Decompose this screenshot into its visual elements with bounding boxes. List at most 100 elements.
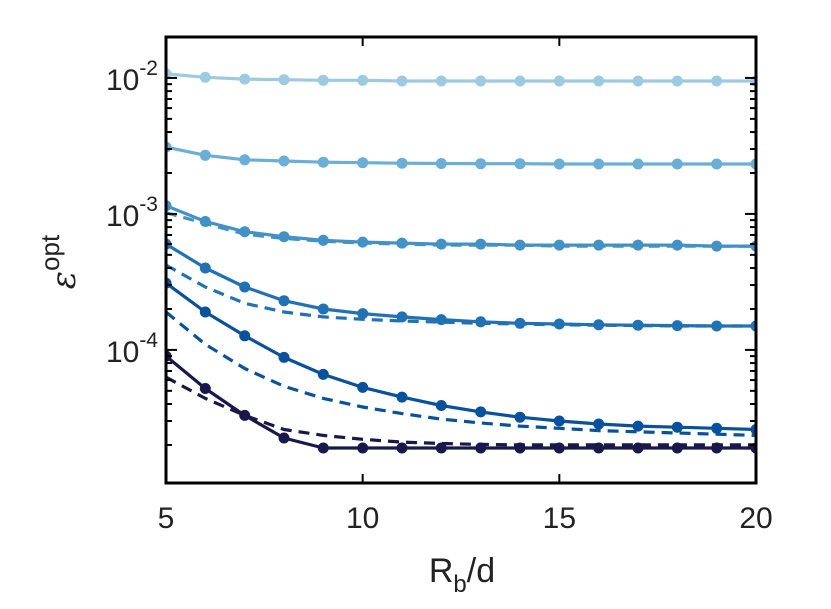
data-point	[396, 391, 408, 403]
y-tick-base: 10	[106, 336, 139, 369]
data-point	[396, 75, 408, 87]
y-tick-label: 10-3	[106, 193, 158, 233]
data-point	[396, 311, 408, 323]
data-point	[199, 306, 211, 318]
series-line-0	[166, 72, 756, 83]
data-point	[199, 262, 211, 274]
data-point	[711, 320, 723, 332]
data-point	[239, 330, 251, 342]
y-tick-exponent: -2	[139, 57, 158, 80]
data-point	[671, 421, 683, 433]
data-point	[514, 158, 526, 170]
data-point	[475, 158, 487, 170]
data-point	[711, 240, 723, 252]
y-tick-base: 10	[106, 64, 139, 97]
data-point	[632, 158, 644, 170]
data-point	[435, 75, 447, 87]
data-point	[317, 156, 329, 168]
data-point	[317, 74, 329, 86]
data-point	[396, 157, 408, 169]
data-point	[239, 73, 251, 85]
data-point	[475, 238, 487, 250]
data-point	[514, 239, 526, 251]
series-line-2	[166, 211, 756, 248]
data-point	[317, 303, 329, 315]
data-point	[553, 239, 565, 251]
y-tick-exponent: -4	[139, 329, 158, 352]
x-tick-label: 5	[158, 502, 175, 535]
data-point	[711, 158, 723, 170]
data-point	[357, 74, 369, 86]
data-point	[435, 238, 447, 250]
data-point	[199, 149, 211, 161]
y-tick-exponent: -3	[139, 193, 158, 216]
data-point	[632, 75, 644, 87]
data-point	[553, 158, 565, 170]
data-point	[396, 237, 408, 249]
data-point	[553, 442, 565, 454]
data-point	[239, 154, 251, 166]
y-tick-base: 10	[106, 200, 139, 233]
data-point	[199, 383, 211, 394]
series-line-5	[166, 242, 756, 328]
x-axis-label-subscript: b	[453, 571, 466, 598]
data-point	[278, 155, 290, 167]
data-point	[278, 74, 290, 86]
data-point	[475, 75, 487, 87]
data-point	[593, 319, 605, 331]
x-axis-label-rest: /d	[467, 552, 495, 590]
data-point	[593, 158, 605, 170]
data-point	[475, 406, 487, 418]
data-point	[553, 318, 565, 330]
data-point	[278, 351, 290, 363]
data-point	[514, 317, 526, 329]
data-point	[435, 314, 447, 326]
series-line-1	[166, 145, 756, 166]
data-point	[278, 432, 290, 444]
data-point	[632, 239, 644, 251]
data-point	[711, 442, 723, 454]
data-point	[475, 442, 487, 454]
data-point	[671, 75, 683, 87]
series-line-8	[166, 375, 756, 447]
series-line-3	[166, 204, 756, 248]
data-point	[671, 239, 683, 251]
data-point	[317, 442, 329, 454]
data-point	[514, 75, 526, 87]
data-point	[239, 281, 251, 293]
data-point	[514, 442, 526, 454]
data-point	[435, 400, 447, 411]
data-point	[671, 442, 683, 454]
data-point	[357, 236, 369, 248]
data-point	[632, 420, 644, 432]
data-point	[357, 381, 369, 393]
data-point	[199, 216, 211, 227]
y-axis-label-superscript: opt	[35, 234, 65, 271]
data-point	[593, 239, 605, 251]
x-axis-label: Rb/d	[429, 552, 495, 598]
data-point	[239, 226, 251, 238]
data-point	[435, 442, 447, 454]
data-point	[317, 368, 329, 380]
y-axis-label: εopt	[35, 234, 84, 289]
data-point	[553, 75, 565, 87]
series-line-9	[166, 354, 756, 450]
data-point	[553, 415, 565, 427]
data-point	[435, 158, 447, 169]
data-point	[711, 422, 723, 434]
data-point	[396, 442, 408, 454]
y-tick-label: 10-2	[106, 57, 158, 97]
series-line-7	[166, 281, 756, 432]
data-point	[357, 308, 369, 320]
data-point	[593, 75, 605, 87]
data-point	[632, 442, 644, 454]
data-point	[199, 71, 211, 83]
data-point	[278, 295, 290, 307]
x-tick-label: 15	[543, 502, 576, 535]
data-point	[278, 231, 290, 243]
data-point	[671, 158, 683, 170]
data-point	[671, 320, 683, 332]
y-tick-label: 10-4	[106, 329, 158, 369]
